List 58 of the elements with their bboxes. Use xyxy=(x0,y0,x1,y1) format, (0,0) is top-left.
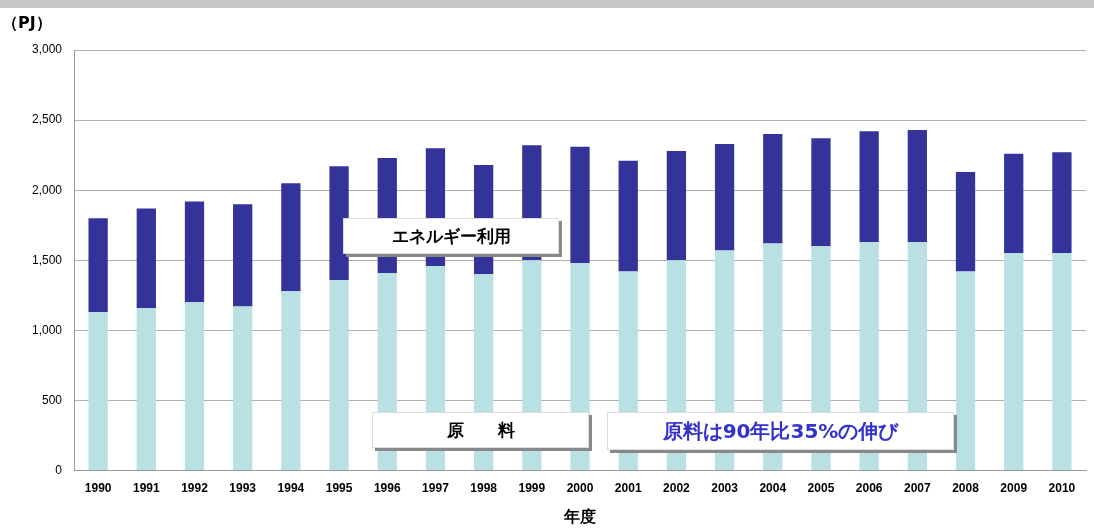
x-tick-label: 2001 xyxy=(614,481,642,496)
y-tick-label: 1,500 xyxy=(32,252,63,267)
y-tick-label: 0 xyxy=(55,462,63,477)
x-tick-label: 2009 xyxy=(1000,481,1028,496)
bar xyxy=(763,134,783,244)
bar xyxy=(955,171,976,272)
bar xyxy=(1052,152,1072,254)
note-box: 原料は90年比35%の伸び xyxy=(607,412,954,450)
x-tick-label: 2002 xyxy=(663,481,691,496)
bar xyxy=(1052,253,1072,471)
bar xyxy=(88,312,108,471)
bar xyxy=(88,218,108,313)
y-tick-label: 500 xyxy=(42,392,63,407)
x-tick-label: 2005 xyxy=(807,481,835,496)
x-tick-label: 2003 xyxy=(711,481,739,496)
x-tick-label: 1990 xyxy=(84,481,112,496)
bar xyxy=(184,302,205,471)
bar xyxy=(859,131,879,243)
bar xyxy=(907,129,927,243)
bar xyxy=(666,150,687,261)
bar xyxy=(136,208,156,308)
bar xyxy=(184,201,205,303)
name-box: 原 料 xyxy=(372,412,589,448)
y-tick-label: 1,000 xyxy=(32,322,63,337)
bar xyxy=(714,143,735,251)
bar xyxy=(281,291,301,471)
x-tick-label: 1992 xyxy=(181,481,209,496)
bar xyxy=(281,183,301,292)
bar xyxy=(570,146,590,264)
bar xyxy=(329,279,349,471)
x-tick-label: 1999 xyxy=(518,481,546,496)
y-tick-label: 2,000 xyxy=(32,182,63,197)
x-axis-title: 年度 xyxy=(563,507,597,527)
x-tick-label: 2007 xyxy=(903,481,932,496)
x-tick-label: 1993 xyxy=(229,481,257,496)
x-tick-label: 2008 xyxy=(952,481,980,496)
x-tick-label: 1996 xyxy=(373,481,401,496)
x-tick-label: 1991 xyxy=(132,481,160,496)
bar xyxy=(955,271,976,471)
x-tick-label: 2006 xyxy=(855,481,883,496)
x-tick-label: 2004 xyxy=(759,481,787,496)
y-tick-label: 2,500 xyxy=(32,112,63,127)
bar xyxy=(618,160,638,272)
bar xyxy=(233,204,253,307)
y-axis-title: （PJ） xyxy=(2,13,52,33)
bar xyxy=(1004,153,1024,254)
x-tick-label: 1997 xyxy=(422,481,450,496)
bar xyxy=(233,306,253,471)
x-tick-label: 1994 xyxy=(277,481,305,496)
x-tick-label: 2010 xyxy=(1048,481,1076,496)
bar xyxy=(811,138,831,247)
x-tick-label: 2000 xyxy=(566,481,594,496)
bar xyxy=(1004,253,1024,471)
x-tick-label: 1995 xyxy=(325,481,353,496)
name-box: エネルギー利用 xyxy=(343,218,559,254)
x-tick-label: 1998 xyxy=(470,481,498,496)
bar xyxy=(136,307,156,471)
y-tick-label: 3,000 xyxy=(32,42,63,57)
